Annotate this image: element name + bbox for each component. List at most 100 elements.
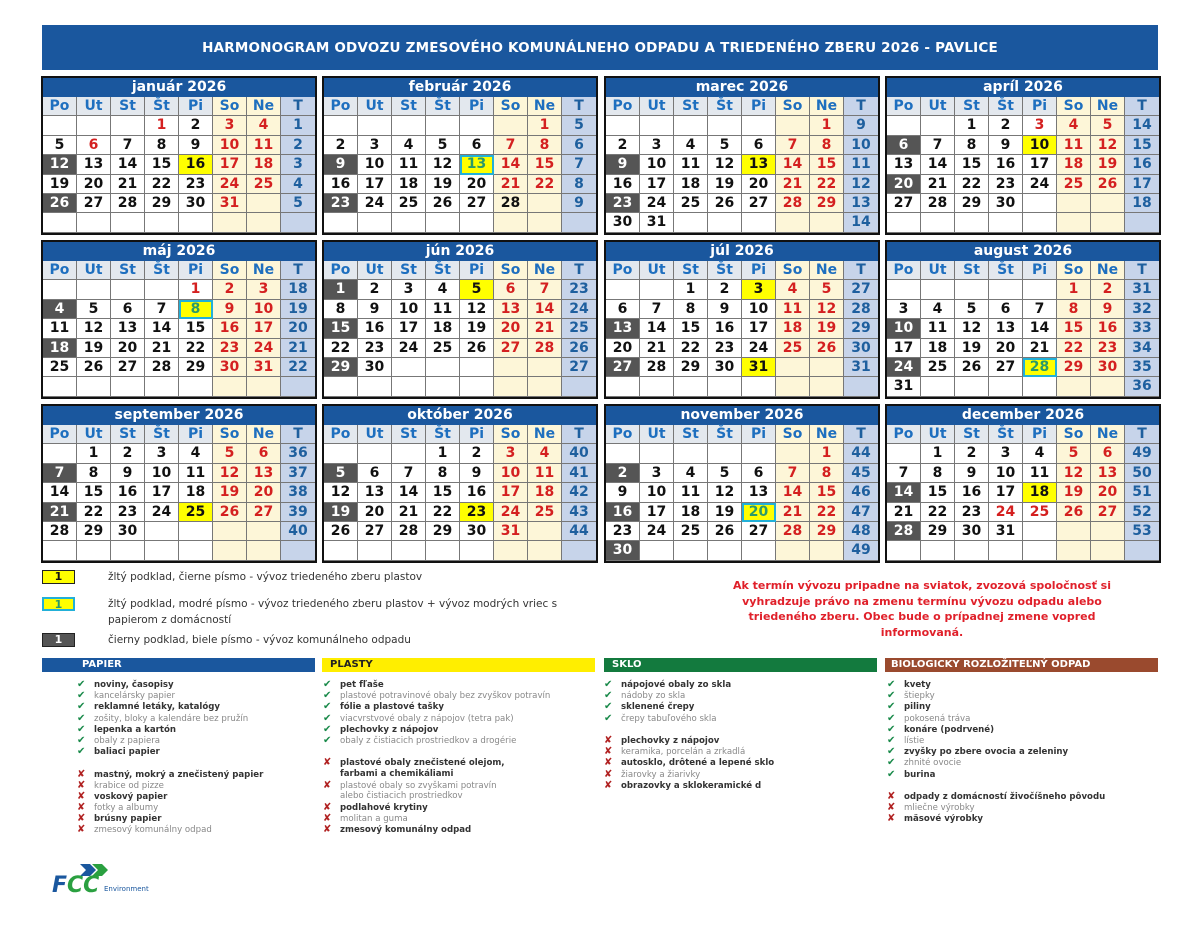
day-cell: 14 [640, 319, 674, 339]
week-number: 27 [844, 280, 878, 300]
accepted-item: ✔ plastové potravinové obaly bez zvyškov … [323, 690, 550, 701]
day-cell: 15 [810, 155, 844, 175]
empty-cell [606, 116, 640, 136]
day-cell: 24 [247, 338, 281, 358]
empty-cell [247, 541, 281, 561]
rejected-item: ✘ mäsové výrobky [887, 813, 1105, 824]
day-cell: 2 [606, 135, 640, 156]
weekday-header: Ne [528, 425, 562, 445]
day-cell: 21 [494, 174, 528, 194]
week-number [562, 377, 596, 397]
empty-cell [460, 116, 494, 136]
empty-cell [43, 116, 77, 136]
month-days: Po Ut St Št Pi So Ne T 1 2 3 4 5 6 7 23 8 9 10 11 12 13 14 24 15… [324, 261, 596, 397]
day-cell: 15 [145, 155, 179, 175]
item-text: fotky a albumy [94, 803, 159, 814]
accepted-item: ✔ baliaci papier [77, 746, 263, 757]
day-cell: 29 [426, 521, 460, 542]
empty-cell [247, 213, 281, 233]
day-cell: 17 [494, 483, 528, 503]
empty-cell [708, 213, 742, 233]
weekday-header: Pi [179, 425, 213, 445]
day-cell: 3 [1023, 116, 1057, 136]
day-cell: 21 [776, 174, 810, 194]
cross-icon: ✘ [887, 790, 896, 802]
day-cell: 28 [43, 521, 77, 542]
weekday-header: So [1057, 97, 1091, 117]
day-cell: 9 [460, 463, 494, 484]
item-text: plechovky z nápojov [621, 735, 720, 746]
cross-icon: ✘ [604, 734, 613, 746]
empty-cell [528, 377, 562, 397]
day-cell: 20 [460, 174, 494, 194]
item-text: obaly z čistiacich prostriedkov a drogér… [340, 735, 517, 746]
weekday-header: Ne [810, 425, 844, 445]
month-days: Po Ut St Št Pi So Ne T 1 9 2 3 4 5 6 7 8 10 9 10 11 12 13 14 15 1… [606, 97, 878, 233]
legend-swatch-plasty: 1 [42, 570, 75, 584]
day-cell: 2 [460, 444, 494, 464]
day-cell: 10 [145, 463, 179, 484]
empty-cell [145, 213, 179, 233]
day-cell: 2 [179, 116, 213, 136]
day-cell: 8 [921, 463, 955, 484]
day-cell: 28 [776, 193, 810, 214]
category-header: PAPIER [42, 658, 315, 672]
day-cell: 9 [708, 299, 742, 320]
empty-cell [1023, 377, 1057, 397]
day-cell: 7 [640, 299, 674, 320]
accepted-item: ✔ pet fľaše [323, 679, 550, 690]
weekday-header: Pi [460, 261, 494, 281]
check-icon: ✔ [323, 734, 332, 746]
rejected-item: alebo čistiacich prostriedkov [323, 791, 550, 802]
day-cell: 5 [810, 280, 844, 300]
cross-icon: ✘ [604, 746, 613, 758]
day-cell: 16 [111, 483, 145, 503]
day-cell: 23 [179, 174, 213, 194]
empty-cell [494, 357, 528, 378]
weekday-header: St [674, 97, 708, 117]
check-icon: ✔ [887, 723, 896, 735]
day-cell: 17 [640, 502, 674, 522]
cross-icon: ✘ [323, 824, 332, 836]
day-cell: 28 [494, 193, 528, 214]
item-text: nádoby zo skla [621, 691, 686, 702]
empty-cell [921, 280, 955, 300]
cross-icon: ✘ [887, 813, 896, 825]
day-cell: 27 [247, 502, 281, 522]
day-cell: 12 [426, 155, 460, 175]
day-cell: 10 [887, 319, 921, 339]
empty-cell [247, 193, 281, 214]
day-cell: 31 [213, 193, 247, 214]
day-cell: 11 [179, 463, 213, 484]
month-days: Po Ut St Št Pi So Ne T 1 2 3 4 5 6 49 7 8 9 10 11 12 13 50 14 15… [887, 425, 1159, 561]
item-text: zmesový komunálny odpad [340, 825, 472, 836]
weekday-header: Ut [358, 425, 392, 445]
day-cell: 20 [358, 502, 392, 522]
week-number: 8 [562, 174, 596, 194]
weekday-header: So [1057, 425, 1091, 445]
day-cell: 1 [810, 116, 844, 136]
empty-cell [989, 377, 1023, 397]
month-days: Po Ut St Št Pi So Ne T 1 2 3 4 5 27 6 7 8 9 10 11 12 28 13 14 15… [606, 261, 878, 397]
empty-cell [640, 280, 674, 300]
week-number: 5 [281, 193, 315, 214]
day-cell: 19 [460, 319, 494, 339]
weekday-header: Pi [179, 97, 213, 117]
cross-icon: ✘ [604, 779, 613, 791]
empty-cell [111, 116, 145, 136]
day-cell: 22 [955, 174, 989, 194]
rejected-item: ✘ plastové obaly so zvyškami potravín [323, 780, 550, 791]
item-text: reklamné letáky, katalógy [94, 702, 221, 713]
day-cell: 24 [213, 174, 247, 194]
empty-cell [776, 377, 810, 397]
empty-cell [145, 280, 179, 300]
empty-cell [213, 521, 247, 542]
day-cell: 4 [1057, 116, 1091, 136]
weekday-header: Ne [528, 261, 562, 281]
day-cell: 14 [392, 483, 426, 503]
week-number: 9 [844, 116, 878, 136]
day-cell: 14 [145, 319, 179, 339]
empty-cell [460, 357, 494, 378]
day-cell: 1 [324, 280, 358, 300]
day-cell: 22 [921, 502, 955, 522]
